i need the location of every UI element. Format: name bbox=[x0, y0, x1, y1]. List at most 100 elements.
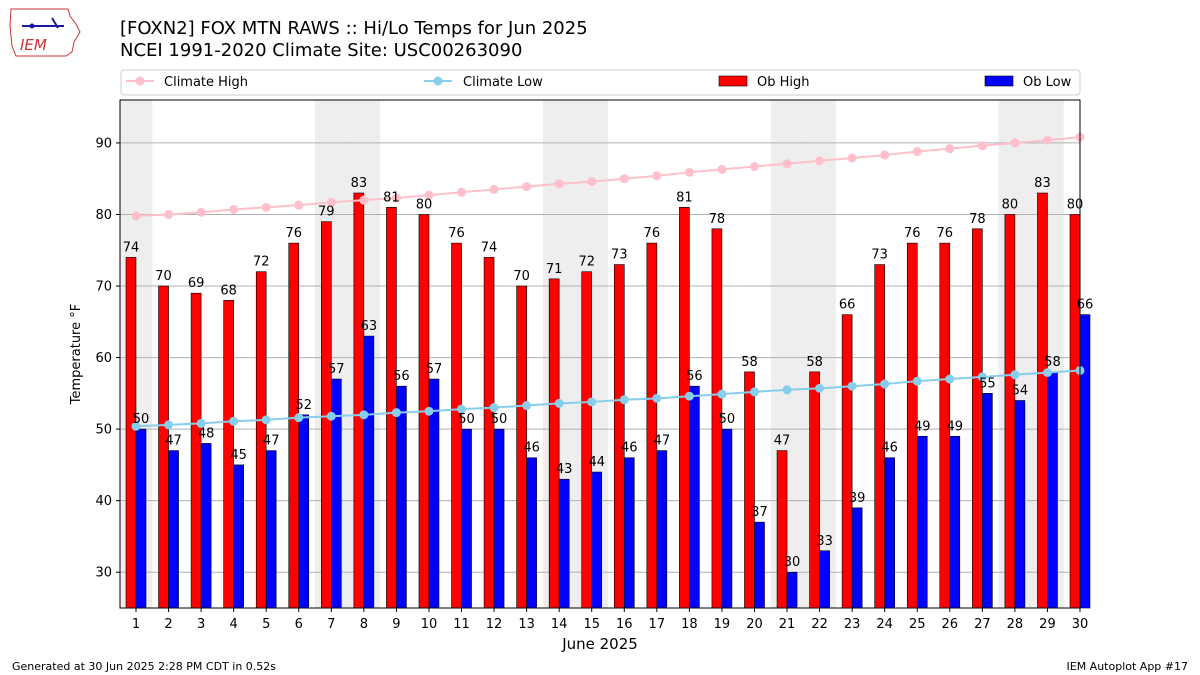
ob-high-value-label: 80 bbox=[1002, 197, 1019, 212]
climate-low-point bbox=[652, 393, 662, 403]
ob-low-bar bbox=[493, 428, 505, 609]
climate-low-point bbox=[326, 411, 336, 421]
x-tick-label: 28 bbox=[1007, 617, 1024, 632]
ob-low-value-label: 57 bbox=[426, 362, 443, 377]
ob-low-value-label: 58 bbox=[1044, 355, 1061, 370]
climate-high-point bbox=[815, 156, 825, 166]
x-tick-label: 9 bbox=[392, 617, 400, 632]
ob-low-bar bbox=[982, 393, 993, 609]
ob-high-value-label: 81 bbox=[676, 190, 693, 205]
ob-low-bar bbox=[819, 550, 830, 609]
ob-high-value-label: 76 bbox=[285, 226, 302, 241]
climate-high-point bbox=[1042, 135, 1052, 145]
ob-low-bar bbox=[851, 507, 863, 609]
ob-high-bar bbox=[744, 371, 755, 609]
x-tick-label: 3 bbox=[197, 617, 205, 632]
ob-high-bar bbox=[483, 257, 495, 609]
ob-high-value-label: 70 bbox=[155, 269, 172, 284]
ob-high-value-label: 72 bbox=[253, 255, 270, 270]
x-tick-label: 2 bbox=[164, 617, 172, 632]
climate-high-point bbox=[391, 193, 401, 203]
ob-high-bar bbox=[809, 371, 820, 609]
climate-low-point bbox=[164, 420, 174, 430]
ob-low-value-label: 63 bbox=[361, 319, 378, 334]
ob-high-bar bbox=[613, 264, 625, 609]
ob-high-value-label: 76 bbox=[937, 226, 954, 241]
climate-high-point bbox=[977, 141, 987, 151]
climate-low-point bbox=[945, 374, 955, 384]
climate-high-point bbox=[587, 177, 597, 187]
climate-high-point bbox=[294, 200, 304, 210]
climate-low-point bbox=[880, 379, 890, 389]
ob-high-value-label: 58 bbox=[806, 355, 823, 370]
x-tick-label: 26 bbox=[942, 617, 959, 632]
climate-high-point bbox=[749, 162, 759, 172]
x-tick-label: 16 bbox=[616, 617, 633, 632]
ob-high-value-label: 74 bbox=[481, 240, 498, 255]
climate-low-point bbox=[229, 416, 239, 426]
climate-high-point bbox=[359, 195, 369, 205]
x-tick-label: 19 bbox=[714, 617, 731, 632]
x-tick-label: 1 bbox=[132, 617, 140, 632]
ob-high-bar bbox=[190, 292, 202, 609]
ob-high-value-label: 83 bbox=[1034, 176, 1051, 191]
ob-low-bar bbox=[1047, 371, 1058, 609]
ob-low-value-label: 50 bbox=[458, 412, 475, 427]
ob-low-value-label: 49 bbox=[947, 419, 964, 434]
climate-low-point bbox=[847, 381, 857, 391]
ob-high-bar bbox=[386, 207, 397, 609]
ob-high-bar bbox=[874, 264, 885, 609]
ob-high-bar bbox=[776, 450, 788, 609]
y-tick-label: 40 bbox=[95, 494, 112, 509]
y-tick-label: 80 bbox=[95, 208, 112, 223]
ob-high-value-label: 58 bbox=[741, 355, 758, 370]
climate-low-point bbox=[391, 408, 401, 418]
climate-low-point bbox=[554, 398, 564, 408]
legend-label-ob-low: Ob Low bbox=[1023, 75, 1072, 90]
ob-high-bar bbox=[1037, 192, 1048, 609]
climate-high-line bbox=[135, 136, 1081, 217]
ob-high-bar bbox=[125, 257, 137, 609]
ob-low-value-label: 55 bbox=[979, 376, 996, 391]
y-tick-label: 60 bbox=[95, 351, 112, 366]
ob-high-value-label: 68 bbox=[220, 283, 237, 298]
climate-high-point bbox=[196, 207, 206, 217]
ob-low-bar bbox=[265, 450, 277, 609]
x-tick-label: 12 bbox=[486, 617, 503, 632]
ob-low-bar bbox=[656, 450, 668, 609]
ob-high-value-label: 74 bbox=[123, 240, 140, 255]
climate-low-point bbox=[717, 389, 727, 399]
ob-low-value-label: 50 bbox=[719, 412, 736, 427]
ob-high-bar bbox=[646, 242, 658, 609]
x-tick-label: 13 bbox=[518, 617, 535, 632]
climate-low-point bbox=[359, 410, 369, 420]
x-tick-label: 14 bbox=[551, 617, 568, 632]
ob-low-bar bbox=[298, 414, 310, 609]
legend-item-climate-high: Climate High bbox=[126, 75, 248, 90]
x-axis: 1 2 3 4 5 6 7 8 9 10 11 12 13 14 15 16 17 18 19 20 21 22 23 24 2… bbox=[132, 608, 1088, 632]
x-tick-label: 5 bbox=[262, 617, 270, 632]
x-tick-label: 4 bbox=[230, 617, 238, 632]
climate-low-point bbox=[749, 387, 759, 397]
ob-low-value-label: 52 bbox=[295, 398, 312, 413]
ob-high-bar bbox=[841, 314, 853, 609]
plot-frame bbox=[119, 99, 1081, 609]
climate-high-point bbox=[229, 204, 239, 214]
ob-low-value-label: 56 bbox=[686, 369, 703, 384]
ob-low-value-label: 45 bbox=[230, 448, 247, 463]
ob-high-value-label: 73 bbox=[611, 248, 628, 263]
ob-low-bar bbox=[168, 450, 179, 609]
ob-low-bar bbox=[135, 428, 147, 609]
climate-low-point bbox=[294, 413, 304, 423]
x-axis-label: June 2025 bbox=[561, 635, 638, 653]
climate-low-point bbox=[1010, 370, 1020, 380]
ob-low-bar bbox=[721, 428, 733, 609]
ob-low-bar bbox=[233, 464, 244, 609]
climate-high-point bbox=[489, 184, 499, 194]
ob-high-bar bbox=[679, 207, 690, 609]
climate-low-point bbox=[196, 418, 206, 428]
climate-high-point bbox=[326, 197, 336, 207]
climate-high-point bbox=[945, 144, 955, 154]
ob-low-bar bbox=[623, 457, 635, 609]
